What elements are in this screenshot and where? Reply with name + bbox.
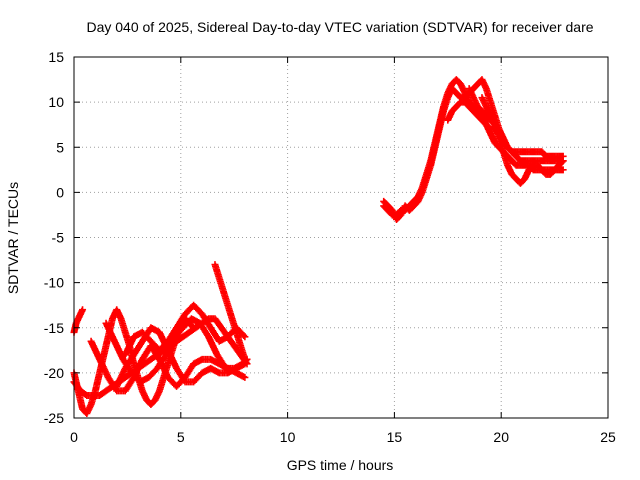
- data-point: [241, 355, 249, 363]
- x-tick-label: 20: [493, 429, 509, 445]
- y-tick-label: 0: [56, 184, 64, 200]
- data-point: [495, 125, 503, 133]
- series-track-h: [211, 261, 249, 363]
- x-tick-label: 10: [280, 429, 296, 445]
- x-axis: 0 5 10 15 20 25: [70, 57, 616, 445]
- data-point: [241, 333, 249, 341]
- y-tick-label: -5: [52, 230, 65, 246]
- series-track-m: [444, 98, 503, 133]
- data-point: [559, 166, 567, 174]
- y-axis-label: SDTVAR / TECUs: [5, 182, 21, 294]
- y-tick-label: -15: [44, 320, 64, 336]
- series-track-b: [70, 306, 87, 336]
- data-point: [241, 373, 249, 381]
- y-tick-label: -25: [44, 410, 64, 426]
- x-tick-label: 15: [387, 429, 403, 445]
- data-point: [79, 306, 87, 314]
- data-points: [70, 76, 567, 417]
- series-track-l: [478, 94, 567, 160]
- x-tick-label: 5: [177, 429, 185, 445]
- x-tick-label: 0: [70, 429, 78, 445]
- y-tick-label: -10: [44, 275, 64, 291]
- y-tick-label: 10: [48, 94, 64, 110]
- data-point: [240, 331, 248, 339]
- y-tick-label: 5: [56, 139, 64, 155]
- y-tick-label: 15: [48, 49, 64, 65]
- y-tick-label: -20: [44, 365, 64, 381]
- y-axis: -25 -20 -15 -10 -5 0 5 10 15: [44, 49, 608, 426]
- chart-title: Day 040 of 2025, Sidereal Day-to-day VTE…: [86, 19, 593, 35]
- x-tick-label: 25: [600, 429, 616, 445]
- grid-lines: [74, 57, 608, 418]
- data-point: [559, 152, 567, 160]
- x-axis-label: GPS time / hours: [287, 457, 394, 473]
